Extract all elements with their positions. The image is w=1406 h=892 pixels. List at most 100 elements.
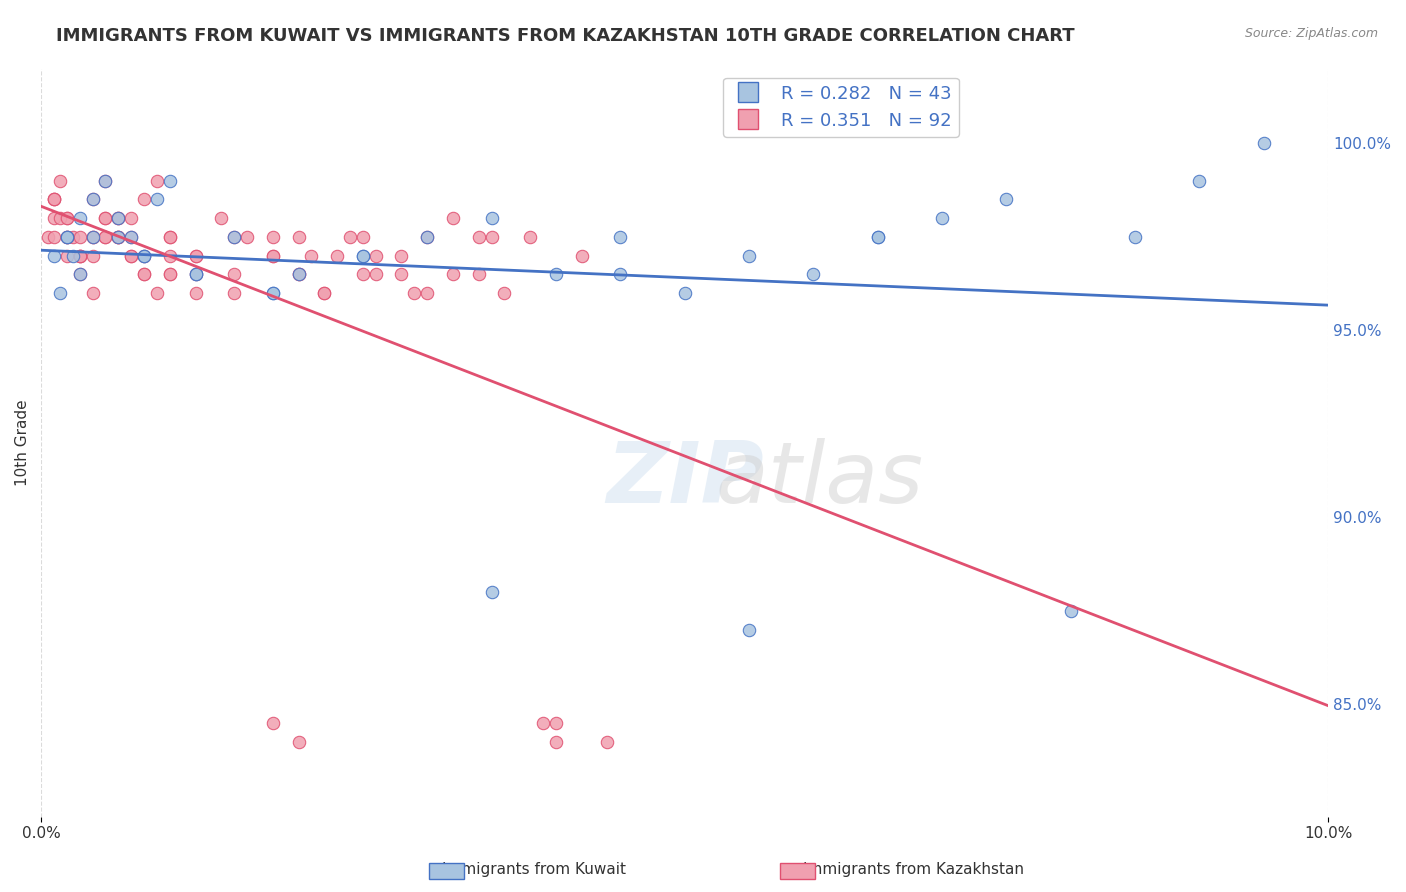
Point xyxy=(56,211,79,226)
Point xyxy=(299,248,322,262)
Point xyxy=(1188,174,1211,188)
Point xyxy=(866,230,889,244)
Point xyxy=(224,285,246,300)
Point xyxy=(94,211,117,226)
Point xyxy=(391,267,413,281)
Point xyxy=(146,193,169,207)
Point xyxy=(738,248,761,262)
Point xyxy=(287,230,309,244)
Point xyxy=(94,174,117,188)
Point xyxy=(673,285,696,300)
Point xyxy=(42,193,65,207)
Point xyxy=(441,211,464,226)
Point xyxy=(107,211,129,226)
Point xyxy=(262,285,284,300)
Point xyxy=(69,211,91,226)
Point xyxy=(107,230,129,244)
Point xyxy=(82,230,104,244)
Point xyxy=(42,211,65,226)
Point xyxy=(132,248,155,262)
Point xyxy=(62,248,84,262)
Point xyxy=(352,267,374,281)
Point xyxy=(1123,230,1146,244)
Point xyxy=(571,248,593,262)
Point xyxy=(609,267,631,281)
Point xyxy=(1060,604,1083,618)
Point xyxy=(94,211,117,226)
Text: Source: ZipAtlas.com: Source: ZipAtlas.com xyxy=(1244,27,1378,40)
Point xyxy=(62,230,84,244)
Point xyxy=(159,248,181,262)
Point xyxy=(738,623,761,637)
Point xyxy=(132,248,155,262)
Point xyxy=(184,248,207,262)
Point xyxy=(120,230,142,244)
Point xyxy=(120,211,142,226)
Point xyxy=(37,230,59,244)
Point xyxy=(416,230,439,244)
Point xyxy=(82,230,104,244)
Point xyxy=(120,248,142,262)
Point xyxy=(1253,136,1275,151)
Point xyxy=(224,230,246,244)
Point xyxy=(56,230,79,244)
Point xyxy=(416,230,439,244)
Point xyxy=(544,267,567,281)
Point xyxy=(184,285,207,300)
Point xyxy=(42,193,65,207)
Point xyxy=(519,230,541,244)
Point xyxy=(314,285,336,300)
Point xyxy=(931,211,953,226)
Point xyxy=(56,230,79,244)
Point xyxy=(262,248,284,262)
Point xyxy=(404,285,426,300)
Point xyxy=(339,230,361,244)
Point xyxy=(94,230,117,244)
Point xyxy=(494,285,516,300)
Point xyxy=(596,735,619,749)
Point xyxy=(120,230,142,244)
Point xyxy=(94,174,117,188)
Point xyxy=(262,285,284,300)
Point xyxy=(287,267,309,281)
Point xyxy=(236,230,259,244)
Point xyxy=(441,267,464,281)
Point xyxy=(82,248,104,262)
Point xyxy=(159,230,181,244)
Point xyxy=(49,285,72,300)
Point xyxy=(314,285,336,300)
Point xyxy=(159,174,181,188)
Point xyxy=(82,230,104,244)
Point xyxy=(544,735,567,749)
Point xyxy=(287,267,309,281)
Text: atlas: atlas xyxy=(716,439,924,522)
Point xyxy=(49,211,72,226)
Point xyxy=(132,248,155,262)
Point xyxy=(69,248,91,262)
Point xyxy=(94,230,117,244)
Point xyxy=(995,193,1018,207)
Point xyxy=(82,193,104,207)
Point xyxy=(184,248,207,262)
Text: IMMIGRANTS FROM KUWAIT VS IMMIGRANTS FROM KAZAKHSTAN 10TH GRADE CORRELATION CHAR: IMMIGRANTS FROM KUWAIT VS IMMIGRANTS FRO… xyxy=(56,27,1074,45)
Point xyxy=(364,248,387,262)
Point xyxy=(107,211,129,226)
Point xyxy=(69,230,91,244)
Point xyxy=(287,267,309,281)
Point xyxy=(262,248,284,262)
Point xyxy=(107,230,129,244)
Point xyxy=(107,230,129,244)
Point xyxy=(467,267,489,281)
Point xyxy=(69,267,91,281)
Point xyxy=(224,230,246,244)
Point xyxy=(56,230,79,244)
Y-axis label: 10th Grade: 10th Grade xyxy=(15,400,30,486)
Point xyxy=(287,735,309,749)
Point xyxy=(481,230,503,244)
Point xyxy=(262,716,284,731)
Legend: R = 0.282   N = 43, R = 0.351   N = 92: R = 0.282 N = 43, R = 0.351 N = 92 xyxy=(723,78,959,137)
Point xyxy=(159,267,181,281)
Point xyxy=(132,267,155,281)
Point xyxy=(56,230,79,244)
Text: Immigrants from Kazakhstan: Immigrants from Kazakhstan xyxy=(803,863,1025,877)
